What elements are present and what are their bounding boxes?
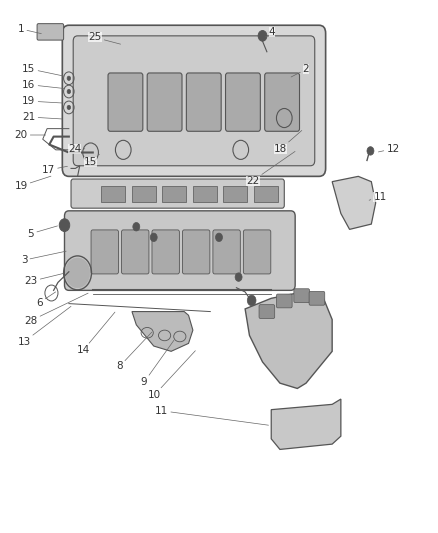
Text: 11: 11 xyxy=(155,406,268,425)
Bar xyxy=(102,186,125,202)
Text: 3: 3 xyxy=(21,251,66,265)
Circle shape xyxy=(150,233,157,241)
Text: 12: 12 xyxy=(378,144,400,154)
FancyBboxPatch shape xyxy=(152,230,180,274)
FancyBboxPatch shape xyxy=(91,230,118,274)
Text: 13: 13 xyxy=(18,306,71,347)
FancyBboxPatch shape xyxy=(108,73,143,131)
Text: 20: 20 xyxy=(14,130,46,140)
Circle shape xyxy=(235,273,242,281)
FancyBboxPatch shape xyxy=(265,73,300,131)
Text: 4: 4 xyxy=(265,27,276,37)
Bar xyxy=(193,186,217,202)
FancyBboxPatch shape xyxy=(62,25,325,176)
Circle shape xyxy=(258,30,267,41)
FancyBboxPatch shape xyxy=(213,230,240,274)
FancyBboxPatch shape xyxy=(183,230,210,274)
FancyBboxPatch shape xyxy=(244,230,271,274)
Text: 8: 8 xyxy=(117,332,152,371)
Bar xyxy=(223,186,247,202)
Text: 23: 23 xyxy=(25,273,63,286)
Text: 5: 5 xyxy=(28,226,57,239)
FancyBboxPatch shape xyxy=(294,289,310,303)
Text: 28: 28 xyxy=(25,293,88,326)
FancyBboxPatch shape xyxy=(121,230,149,274)
Bar xyxy=(162,186,186,202)
Polygon shape xyxy=(245,293,332,389)
Text: 18: 18 xyxy=(274,131,302,154)
FancyBboxPatch shape xyxy=(186,73,221,131)
Circle shape xyxy=(247,295,256,306)
Text: 21: 21 xyxy=(22,112,62,122)
Text: 22: 22 xyxy=(246,151,295,185)
Text: 19: 19 xyxy=(14,176,51,191)
Text: 24: 24 xyxy=(68,144,85,154)
Polygon shape xyxy=(132,312,193,351)
Text: 25: 25 xyxy=(88,33,120,44)
Text: 1: 1 xyxy=(18,24,41,34)
Circle shape xyxy=(133,222,140,231)
FancyBboxPatch shape xyxy=(147,73,182,131)
Text: 6: 6 xyxy=(36,292,56,308)
FancyBboxPatch shape xyxy=(71,179,284,208)
Text: 19: 19 xyxy=(22,96,63,106)
Text: 17: 17 xyxy=(42,165,67,175)
Text: 2: 2 xyxy=(291,64,309,77)
Circle shape xyxy=(367,147,374,155)
FancyBboxPatch shape xyxy=(259,305,275,318)
Text: 15: 15 xyxy=(84,154,99,166)
Text: 9: 9 xyxy=(141,341,174,387)
FancyBboxPatch shape xyxy=(64,211,295,290)
FancyBboxPatch shape xyxy=(73,36,315,166)
FancyBboxPatch shape xyxy=(37,23,64,40)
FancyBboxPatch shape xyxy=(309,292,325,305)
FancyBboxPatch shape xyxy=(226,73,260,131)
Circle shape xyxy=(67,106,71,110)
Text: 11: 11 xyxy=(369,191,387,201)
Circle shape xyxy=(67,76,71,80)
Circle shape xyxy=(67,90,71,94)
Text: 16: 16 xyxy=(22,79,65,90)
Text: 14: 14 xyxy=(77,312,115,356)
Bar xyxy=(254,186,278,202)
Polygon shape xyxy=(271,399,341,449)
Polygon shape xyxy=(332,176,376,229)
Text: 15: 15 xyxy=(22,64,64,76)
Circle shape xyxy=(59,219,70,231)
Bar xyxy=(132,186,156,202)
Polygon shape xyxy=(297,92,313,144)
Text: 10: 10 xyxy=(148,351,195,400)
Circle shape xyxy=(65,258,90,288)
Circle shape xyxy=(215,233,223,241)
FancyBboxPatch shape xyxy=(276,294,292,308)
